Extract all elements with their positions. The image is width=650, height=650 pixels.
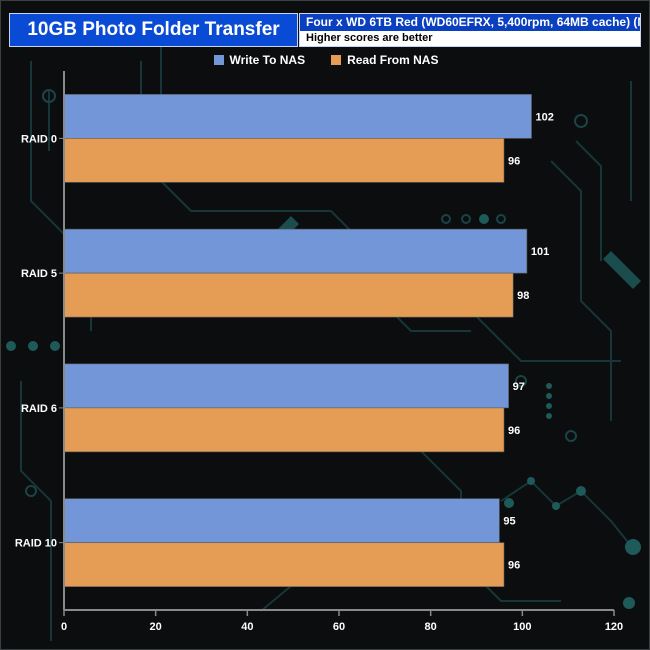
data-label-raid-5-write-to-nas: 101 <box>531 246 549 258</box>
legend-item-read: Read From NAS <box>331 53 438 67</box>
category-label-raid-0: RAID 0 <box>21 133 57 145</box>
bar-raid-6-read-from-nas <box>63 407 505 453</box>
data-label-raid-5-read-from-nas: 98 <box>517 290 529 302</box>
legend-label-write: Write To NAS <box>229 53 306 67</box>
chart-subtitle: Four x WD 6TB Red (WD60EFRX, 5,400rpm, 6… <box>300 14 640 31</box>
bar-raid-0-read-from-nas <box>63 138 505 183</box>
legend-item-write: Write To NAS <box>213 53 306 67</box>
data-label-raid-10-write-to-nas: 95 <box>503 516 515 528</box>
data-label-raid-0-write-to-nas: 102 <box>536 111 554 123</box>
bar-raid-5-write-to-nas <box>63 228 528 274</box>
bar-raid-5-read-from-nas <box>63 272 514 318</box>
subtitle-box: Four x WD 6TB Red (WD60EFRX, 5,400rpm, 6… <box>299 13 641 47</box>
chart-note: Higher scores are better <box>300 31 640 46</box>
data-label-raid-0-read-from-nas: 96 <box>508 155 520 167</box>
chart-title: 10GB Photo Folder Transfer <box>9 13 298 47</box>
legend-swatch-read <box>331 55 342 65</box>
bar-raid-10-write-to-nas <box>63 498 500 543</box>
x-tick-label: 80 <box>425 621 437 633</box>
bar-raid-6-write-to-nas <box>63 363 509 409</box>
data-label-raid-10-read-from-nas: 96 <box>508 560 520 572</box>
x-tick-label: 60 <box>333 621 345 633</box>
bar-raid-10-read-from-nas <box>63 542 505 587</box>
data-label-raid-6-write-to-nas: 97 <box>513 381 525 393</box>
x-tick-label: 20 <box>150 621 162 633</box>
x-tick-label: 40 <box>241 621 253 633</box>
x-tick-label: 120 <box>605 621 623 633</box>
x-tick-label: 100 <box>513 621 531 633</box>
legend-label-read: Read From NAS <box>347 53 439 67</box>
x-tick-label: 0 <box>61 621 67 633</box>
category-label-raid-10: RAID 10 <box>15 538 57 550</box>
category-label-raid-5: RAID 5 <box>21 268 57 280</box>
bar-raid-0-write-to-nas <box>63 94 532 139</box>
legend-swatch-write <box>213 55 224 65</box>
legend: Write To NAS Read From NAS <box>1 51 649 69</box>
data-label-raid-6-read-from-nas: 96 <box>508 425 520 437</box>
category-label-raid-6: RAID 6 <box>21 403 57 415</box>
